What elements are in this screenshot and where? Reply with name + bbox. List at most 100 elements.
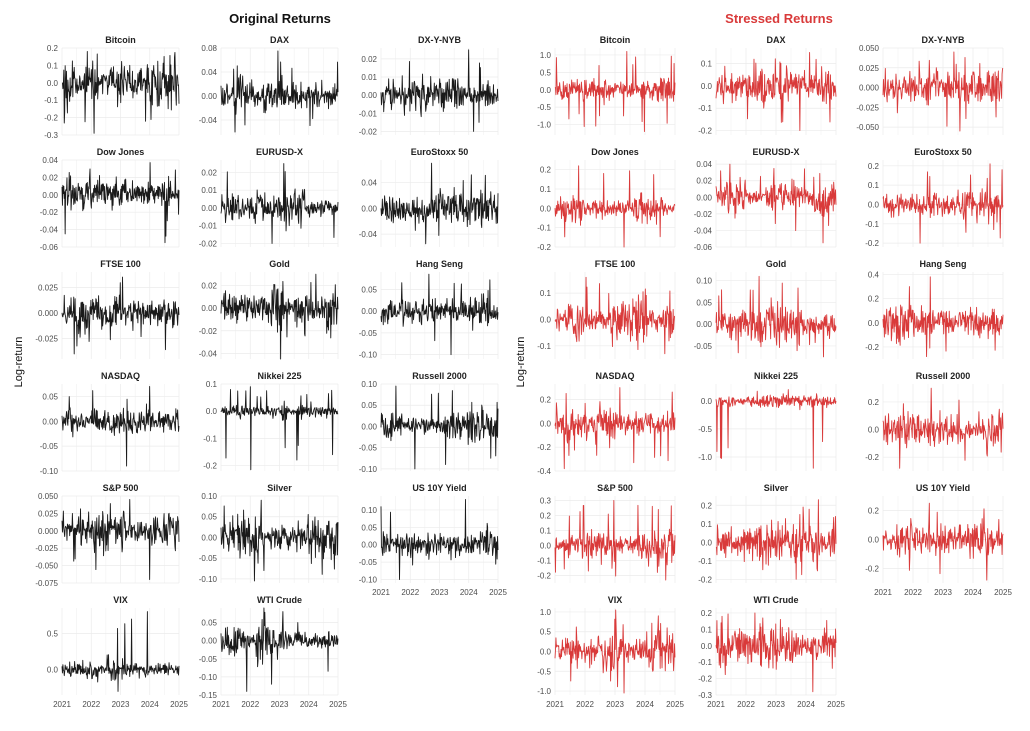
y-tick-label: 0.0 (47, 666, 59, 675)
panel-title: S&P 500 (597, 483, 633, 493)
series-line (715, 275, 837, 358)
y-tick-label: -1.0 (698, 453, 712, 462)
y-tick-label: 0.05 (361, 401, 377, 410)
panel-title: NASDAQ (595, 371, 634, 381)
y-tick-label: 0.0 (540, 315, 552, 324)
y-tick-label: 0.0 (868, 536, 880, 545)
series-line (715, 389, 837, 469)
y-tick-label: -0.02 (199, 327, 218, 336)
panel-title: Russell 2000 (916, 371, 971, 381)
y-tick-label: -0.3 (698, 691, 712, 700)
y-tick-label: -0.05 (359, 444, 378, 453)
y-tick-label: 0.000 (38, 527, 59, 536)
y-tick-label: 0.00 (201, 533, 217, 542)
x-tick-label: 2021 (372, 588, 390, 597)
y-tick-label: 0.050 (859, 44, 880, 53)
x-tick-label: 2022 (904, 588, 922, 597)
x-tick-label: 2022 (241, 700, 259, 709)
y-axis-label-original: Log-return (13, 337, 25, 388)
series-line (380, 273, 499, 356)
panel-title: Silver (267, 483, 292, 493)
y-tick-label: 0.4 (868, 270, 880, 279)
panel-title: Dow Jones (591, 147, 639, 157)
panel-title: Russell 2000 (412, 371, 467, 381)
series-line (715, 499, 837, 580)
y-tick-label: 0.05 (201, 513, 217, 522)
y-tick-label: 0.05 (361, 285, 377, 294)
y-tick-label: 0.0 (701, 82, 713, 91)
y-tick-label: -0.02 (694, 210, 713, 219)
y-tick-label: -0.2 (698, 127, 712, 136)
y-tick-label: 0.10 (696, 277, 712, 286)
series-line (882, 51, 1004, 132)
y-tick-label: -0.01 (359, 109, 378, 118)
y-tick-label: 0.00 (42, 191, 58, 200)
y-tick-label: -0.1 (865, 220, 879, 229)
y-tick-label: -0.05 (694, 342, 713, 351)
panel-title: DX-Y-NYB (418, 35, 462, 45)
panel-title: Bitcoin (105, 35, 136, 45)
y-tick-label: 0.2 (540, 512, 552, 521)
y-tick-label: 0.00 (361, 307, 377, 316)
y-tick-label: -0.3 (44, 131, 58, 140)
y-tick-label: 0.00 (361, 541, 377, 550)
y-tick-label: 0.00 (201, 204, 217, 213)
y-tick-label: 0.04 (361, 179, 377, 188)
y-tick-label: -0.2 (865, 453, 879, 462)
original-panel-vix: VIX 0.5 0.0 2021 2022 2023 2024 2025 (47, 595, 189, 709)
x-tick-label: 2023 (271, 700, 289, 709)
panel-title: EURUSD-X (752, 147, 799, 157)
y-tick-label: 0.0 (868, 319, 880, 328)
y-tick-label: 0.1 (540, 185, 552, 194)
y-tick-label: -0.01 (199, 222, 218, 231)
x-tick-label: 2022 (576, 700, 594, 709)
y-tick-label: -0.2 (44, 114, 58, 123)
y-tick-label: 0.00 (361, 422, 377, 431)
panel-title: Nikkei 225 (257, 371, 301, 381)
y-tick-label: 0.04 (42, 156, 58, 165)
y-tick-label: -0.10 (359, 351, 378, 360)
y-tick-label: -0.1 (698, 104, 712, 113)
panel-title: FTSE 100 (100, 259, 141, 269)
y-tick-label: -0.04 (199, 349, 218, 358)
series-line (882, 163, 1004, 244)
y-tick-label: -0.5 (537, 667, 551, 676)
y-tick-label: 0.1 (701, 520, 713, 529)
y-tick-label: -0.2 (865, 565, 879, 574)
y-tick-label: -0.5 (537, 103, 551, 112)
y-tick-label: 0.00 (201, 637, 217, 646)
y-tick-label: -0.04 (40, 226, 59, 235)
y-tick-label: 0.3 (540, 497, 552, 506)
y-tick-label: 0.00 (42, 417, 58, 426)
y-tick-label: -0.02 (359, 127, 378, 136)
y-tick-label: -0.075 (35, 579, 58, 588)
series-line (380, 385, 499, 470)
series-line (220, 163, 339, 244)
y-tick-label: 0.04 (696, 160, 712, 169)
y-tick-label: 0.00 (696, 320, 712, 329)
original-panel-bitcoin: Bitcoin 0.2 0.1 0.0 -0.1 -0.2 -0.3 (44, 35, 180, 140)
y-tick-label: 0.050 (38, 492, 59, 501)
y-tick-label: 0.00 (696, 193, 712, 202)
y-tick-label: -0.5 (698, 425, 712, 434)
y-tick-label: -0.05 (359, 329, 378, 338)
stressed-panel-silver: Silver 0.2 0.1 0.0 -0.1 -0.2 (698, 483, 837, 584)
x-tick-label: 2023 (934, 588, 952, 597)
panel-title: DX-Y-NYB (921, 35, 965, 45)
series-line (554, 165, 676, 248)
x-tick-label: 2021 (874, 588, 892, 597)
y-tick-label: 0.08 (201, 44, 217, 53)
panel-title: US 10Y Yield (412, 483, 466, 493)
stressed-panel-eurostoxx-50: EuroStoxx 50 0.2 0.1 0.0 -0.1 -0.2 (865, 147, 1004, 248)
y-tick-label: -0.10 (40, 467, 59, 476)
series-line (61, 611, 180, 692)
original-panel-dax: DAX 0.08 0.04 0.00 -0.04 (199, 35, 339, 135)
panel-title: S&P 500 (103, 483, 139, 493)
original-panel-dow-jones: Dow Jones 0.04 0.02 0.00 -0.02 -0.04 -0.06 (40, 147, 180, 252)
y-tick-label: -0.02 (199, 239, 218, 248)
y-tick-label: 0.0 (47, 79, 59, 88)
y-tick-label: 0.04 (201, 68, 217, 77)
y-tick-label: -0.1 (203, 434, 217, 443)
original-panel-silver: Silver 0.10 0.05 0.00 -0.05 -0.10 (199, 483, 339, 584)
